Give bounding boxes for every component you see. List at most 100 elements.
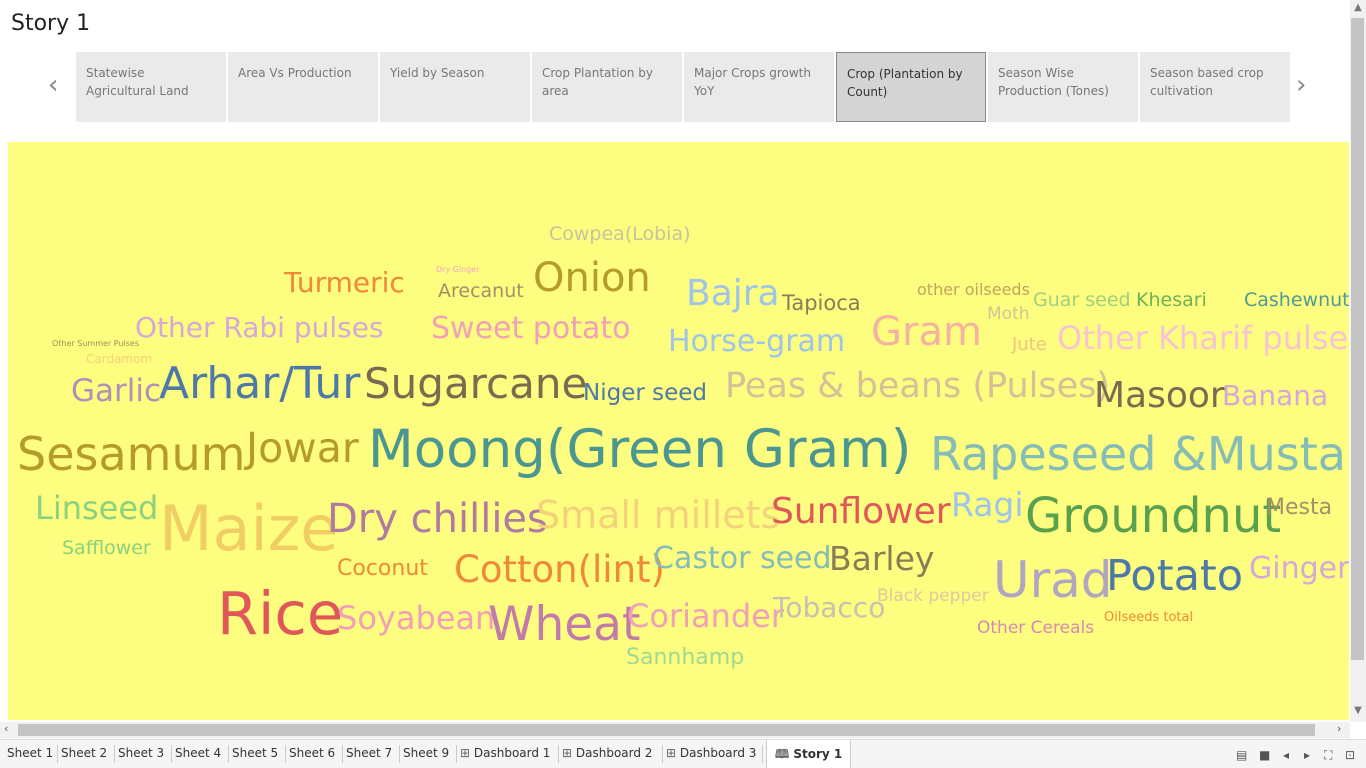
word-cloud-word[interactable]: Maize	[159, 492, 339, 565]
word-cloud-word[interactable]: Sunflower	[771, 491, 951, 532]
word-cloud-word[interactable]: Sugarcane	[364, 359, 588, 408]
word-cloud-word[interactable]: Cotton(lint)	[454, 548, 665, 591]
sheet-tab-bar: Sheet 1 Sheet 2 Sheet 3 Sheet 4 Sheet 5 Sheet…	[0, 739, 1366, 768]
scroll-left-icon[interactable]: ‹	[4, 722, 9, 735]
word-cloud-word[interactable]: Masoor	[1094, 375, 1225, 416]
sheet-tab[interactable]: Sheet 3	[118, 746, 164, 760]
sheet-tab[interactable]: Sheet 2	[61, 746, 107, 760]
sheet-tab[interactable]: Sheet 6	[289, 746, 335, 760]
word-cloud-word[interactable]: other oilseeds	[917, 280, 1030, 299]
sheet-tab[interactable]: ⊞ Dashboard 2	[562, 746, 652, 760]
word-cloud-word[interactable]: Rice	[217, 579, 344, 648]
word-cloud-word[interactable]: Urad	[993, 551, 1113, 609]
filmstrip-icon[interactable]: ■	[1259, 748, 1271, 762]
word-cloud-word[interactable]: Wheat	[488, 597, 641, 652]
word-cloud-word[interactable]: Other Summer Pulses	[52, 339, 139, 348]
word-cloud-word[interactable]: Onion	[533, 255, 651, 301]
grid-view-icon[interactable]: ▤	[1236, 748, 1248, 762]
word-cloud-word[interactable]: Groundnut	[1025, 488, 1282, 544]
word-cloud-word[interactable]: Cowpea(Lobia)	[549, 223, 691, 245]
word-cloud-word[interactable]: Coconut	[337, 556, 428, 581]
word-cloud-word[interactable]: Dry Ginger	[436, 265, 480, 274]
word-cloud-word[interactable]: Jowar	[246, 424, 359, 472]
tab-separator	[399, 745, 400, 763]
scroll-up-icon[interactable]: ▲	[1354, 2, 1362, 13]
word-cloud-word[interactable]: Moth	[987, 304, 1030, 324]
tab-separator	[662, 745, 663, 763]
word-cloud-word[interactable]: Horse-gram	[668, 324, 846, 359]
word-cloud-word[interactable]: Other Kharif pulses	[1057, 319, 1349, 357]
word-cloud-word[interactable]: Tapioca	[782, 291, 861, 315]
word-cloud-word[interactable]: Bajra	[686, 273, 780, 314]
word-cloud-word[interactable]: Dry chillies	[327, 496, 548, 542]
word-cloud-word[interactable]: Small millets	[536, 493, 781, 537]
sheet-tab[interactable]: 🕮 Story 1	[766, 740, 852, 768]
story-point-6[interactable]: Season Wise Production (Tones)	[988, 52, 1138, 122]
story-point-3[interactable]: Crop Plantation by area	[532, 52, 682, 122]
word-cloud-word[interactable]: Arecanut	[438, 280, 524, 302]
story-point-1[interactable]: Area Vs Production	[228, 52, 378, 122]
sheet-tab-label: Sheet 5	[232, 746, 279, 760]
scroll-down-icon[interactable]: ▼	[1354, 705, 1362, 716]
word-cloud-word[interactable]: Rapeseed &Mustard	[930, 427, 1349, 481]
word-cloud-word[interactable]: Sesamum	[17, 427, 246, 481]
dashboard-icon: ⊞	[666, 746, 680, 760]
word-cloud-word[interactable]: Potato	[1106, 551, 1244, 601]
prev-story-point-icon[interactable]: ‹	[48, 70, 59, 100]
fit-icon[interactable]: ⛶	[1324, 748, 1333, 762]
next-icon[interactable]: ▸	[1304, 748, 1311, 762]
tab-separator	[342, 745, 343, 763]
sheet-tab[interactable]: Sheet 1	[7, 746, 53, 760]
story-point-5[interactable]: Crop (Plantation by Count)	[836, 52, 986, 122]
word-cloud-word[interactable]: Peas & beans (Pulses)	[725, 366, 1111, 406]
present-icon[interactable]: ⊡	[1345, 748, 1356, 762]
sheet-tab[interactable]: Sheet 4	[175, 746, 221, 760]
word-cloud-word[interactable]: Castor seed	[653, 541, 832, 576]
word-cloud-word[interactable]: Mesta	[1266, 495, 1333, 520]
word-cloud-word[interactable]: Oilseeds total	[1104, 610, 1194, 625]
word-cloud-word[interactable]: Barley	[829, 539, 935, 578]
word-cloud-word[interactable]: Guar seed	[1033, 289, 1131, 311]
story-point-7[interactable]: Season based crop cultivation	[1140, 52, 1290, 122]
word-cloud-word[interactable]: Sweet potato	[431, 311, 631, 346]
word-cloud-word[interactable]: Soyabean	[337, 599, 496, 637]
tab-separator	[114, 745, 115, 763]
word-cloud-word[interactable]: Khesari	[1136, 289, 1207, 311]
word-cloud-word[interactable]: Other Rabi pulses	[135, 311, 384, 344]
sheet-tab[interactable]: ⊞ Dashboard 1	[460, 746, 550, 760]
tab-separator	[171, 745, 172, 763]
horizontal-scroll-thumb[interactable]	[18, 724, 1315, 736]
next-story-point-icon[interactable]: ›	[1296, 70, 1307, 100]
sheet-tab[interactable]: Sheet 9	[403, 746, 449, 760]
word-cloud-word[interactable]: Arhar/Tur	[159, 358, 361, 409]
word-cloud-word[interactable]: Banana	[1222, 379, 1329, 412]
story-point-2[interactable]: Yield by Season	[380, 52, 530, 122]
word-cloud-word[interactable]: Cashewnut	[1244, 289, 1349, 311]
word-cloud-word[interactable]: Sannhamp	[626, 645, 745, 670]
word-cloud-word[interactable]: Safflower	[62, 537, 151, 559]
vertical-scroll-thumb[interactable]	[1351, 18, 1364, 660]
story-navigator: Statewise Agricultural Land Area Vs Prod…	[76, 52, 1290, 122]
word-cloud-word[interactable]: Other Cereals	[977, 618, 1095, 638]
sheet-tab[interactable]: Sheet 7	[346, 746, 392, 760]
word-cloud-word[interactable]: Coriander	[627, 597, 785, 635]
story-point-0[interactable]: Statewise Agricultural Land	[76, 52, 226, 122]
story-point-4[interactable]: Major Crops growth YoY	[684, 52, 834, 122]
prev-icon[interactable]: ◂	[1283, 748, 1290, 762]
word-cloud-word[interactable]: Tobacco	[773, 591, 886, 624]
word-cloud-word[interactable]: Niger seed	[583, 380, 707, 406]
word-cloud-word[interactable]: Jute	[1012, 334, 1047, 355]
word-cloud-word[interactable]: Ragi	[951, 485, 1024, 524]
word-cloud-word[interactable]: Black pepper	[877, 586, 989, 606]
word-cloud-word[interactable]: Gram	[871, 309, 982, 355]
story-title: Story 1	[11, 11, 91, 36]
word-cloud-word[interactable]: Turmeric	[284, 266, 405, 299]
scroll-right-icon[interactable]: ›	[1337, 722, 1342, 735]
word-cloud-word[interactable]: Garlic	[71, 373, 162, 409]
word-cloud-word[interactable]: Ginger	[1249, 551, 1349, 586]
sheet-tab[interactable]: Sheet 5	[232, 746, 278, 760]
word-cloud-word[interactable]: Linseed	[35, 489, 159, 527]
sheet-tab[interactable]: ⊞ Dashboard 3	[666, 746, 756, 760]
word-cloud-word[interactable]: Moong(Green Gram)	[368, 419, 912, 480]
word-cloud-word[interactable]: Cardamom	[86, 352, 153, 366]
